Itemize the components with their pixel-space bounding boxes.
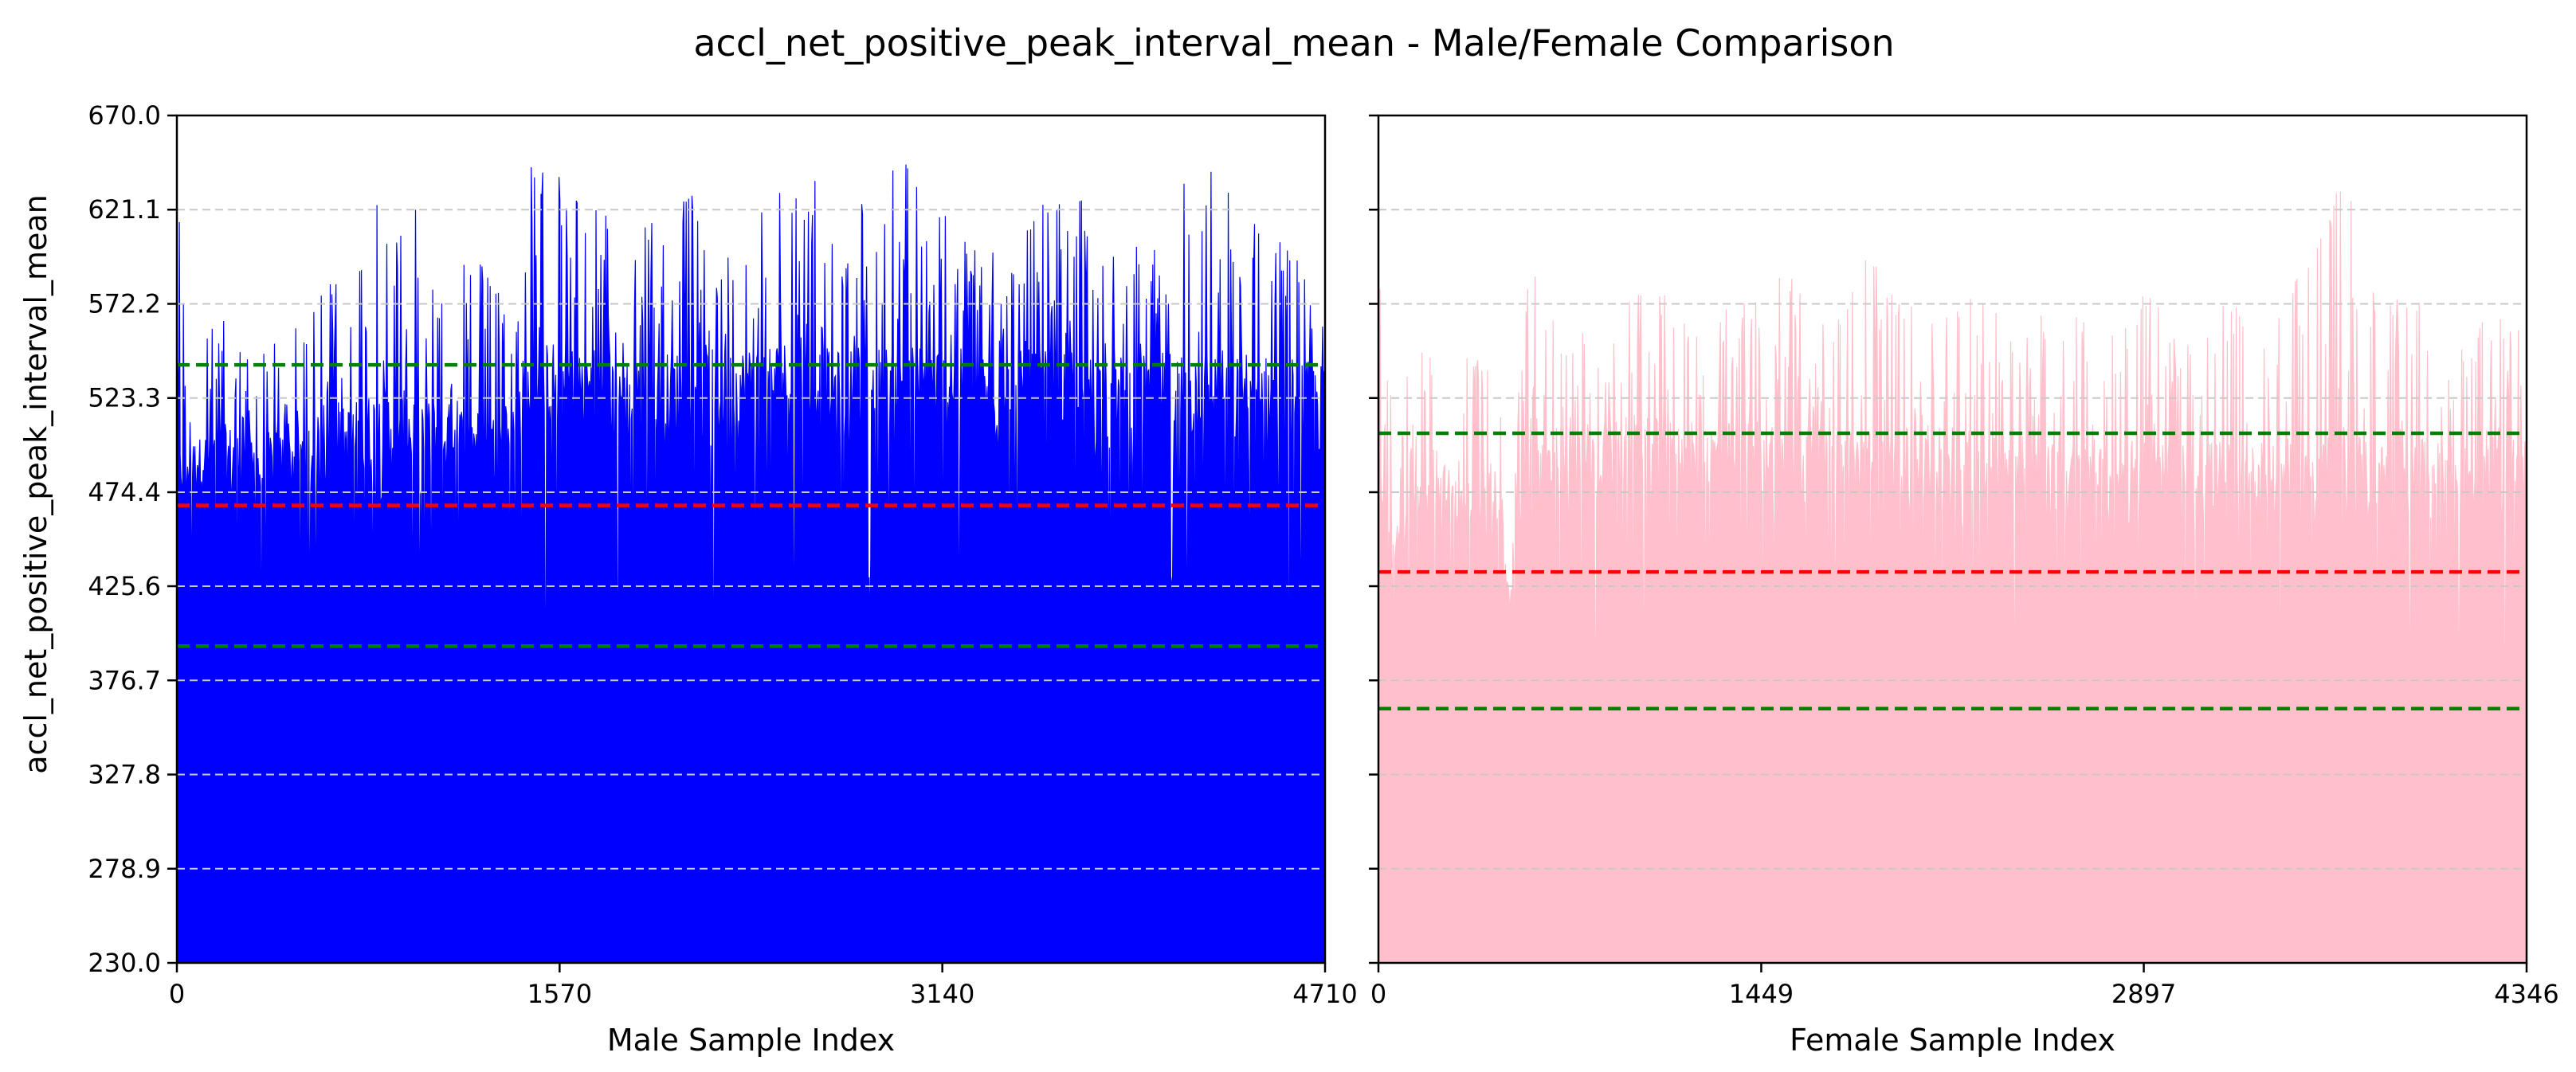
female-series-area: [1378, 191, 2527, 963]
male-x-tick-label: 3140: [910, 979, 974, 1009]
male-x-tick-label: 1570: [527, 979, 592, 1009]
male-y-tick-label: 278.9: [88, 854, 161, 884]
figure-title: accl_net_positive_peak_interval_mean - M…: [693, 22, 1894, 65]
male-y-tick-label: 670.0: [88, 100, 161, 131]
male-y-tick-label: 327.8: [88, 760, 161, 790]
male-y-tick-label: 572.2: [88, 288, 161, 319]
male-x-tick-label: 4710: [1292, 979, 1357, 1009]
male-y-tick-label: 376.7: [88, 665, 161, 695]
female-axes-frame: [1377, 114, 2528, 964]
male-gridlines: [177, 209, 1325, 870]
male-y-tick-label: 523.3: [88, 383, 161, 413]
female-x-axis-label: Female Sample Index: [1790, 1023, 2115, 1058]
female-x-tick-label: 0: [1370, 979, 1386, 1009]
female-panel: 0 1449 2897 4346 Female Sample Index: [1369, 114, 2559, 1058]
male-y-tick-label: 230.0: [88, 948, 161, 978]
female-x-tick-label: 2897: [2111, 979, 2176, 1009]
male-panel: 230.0 278.9 327.8 376.7 425.6 474.4 523.3 572.2…: [88, 100, 1357, 1058]
male-x-tick-label: 0: [169, 979, 185, 1009]
male-x-axis-label: Male Sample Index: [607, 1023, 895, 1058]
male-y-tick-label: 425.6: [88, 571, 161, 601]
female-gridlines: [1378, 209, 2527, 870]
male-axes-frame: [175, 114, 1327, 964]
male-y-tick-label: 621.1: [88, 194, 161, 225]
y-axis-label: accl_net_positive_peak_interval_mean: [18, 194, 53, 773]
female-x-tick-label: 1449: [1729, 979, 1794, 1009]
male-y-tick-label: 474.4: [88, 477, 161, 507]
female-x-tick-label: 4346: [2494, 979, 2558, 1009]
